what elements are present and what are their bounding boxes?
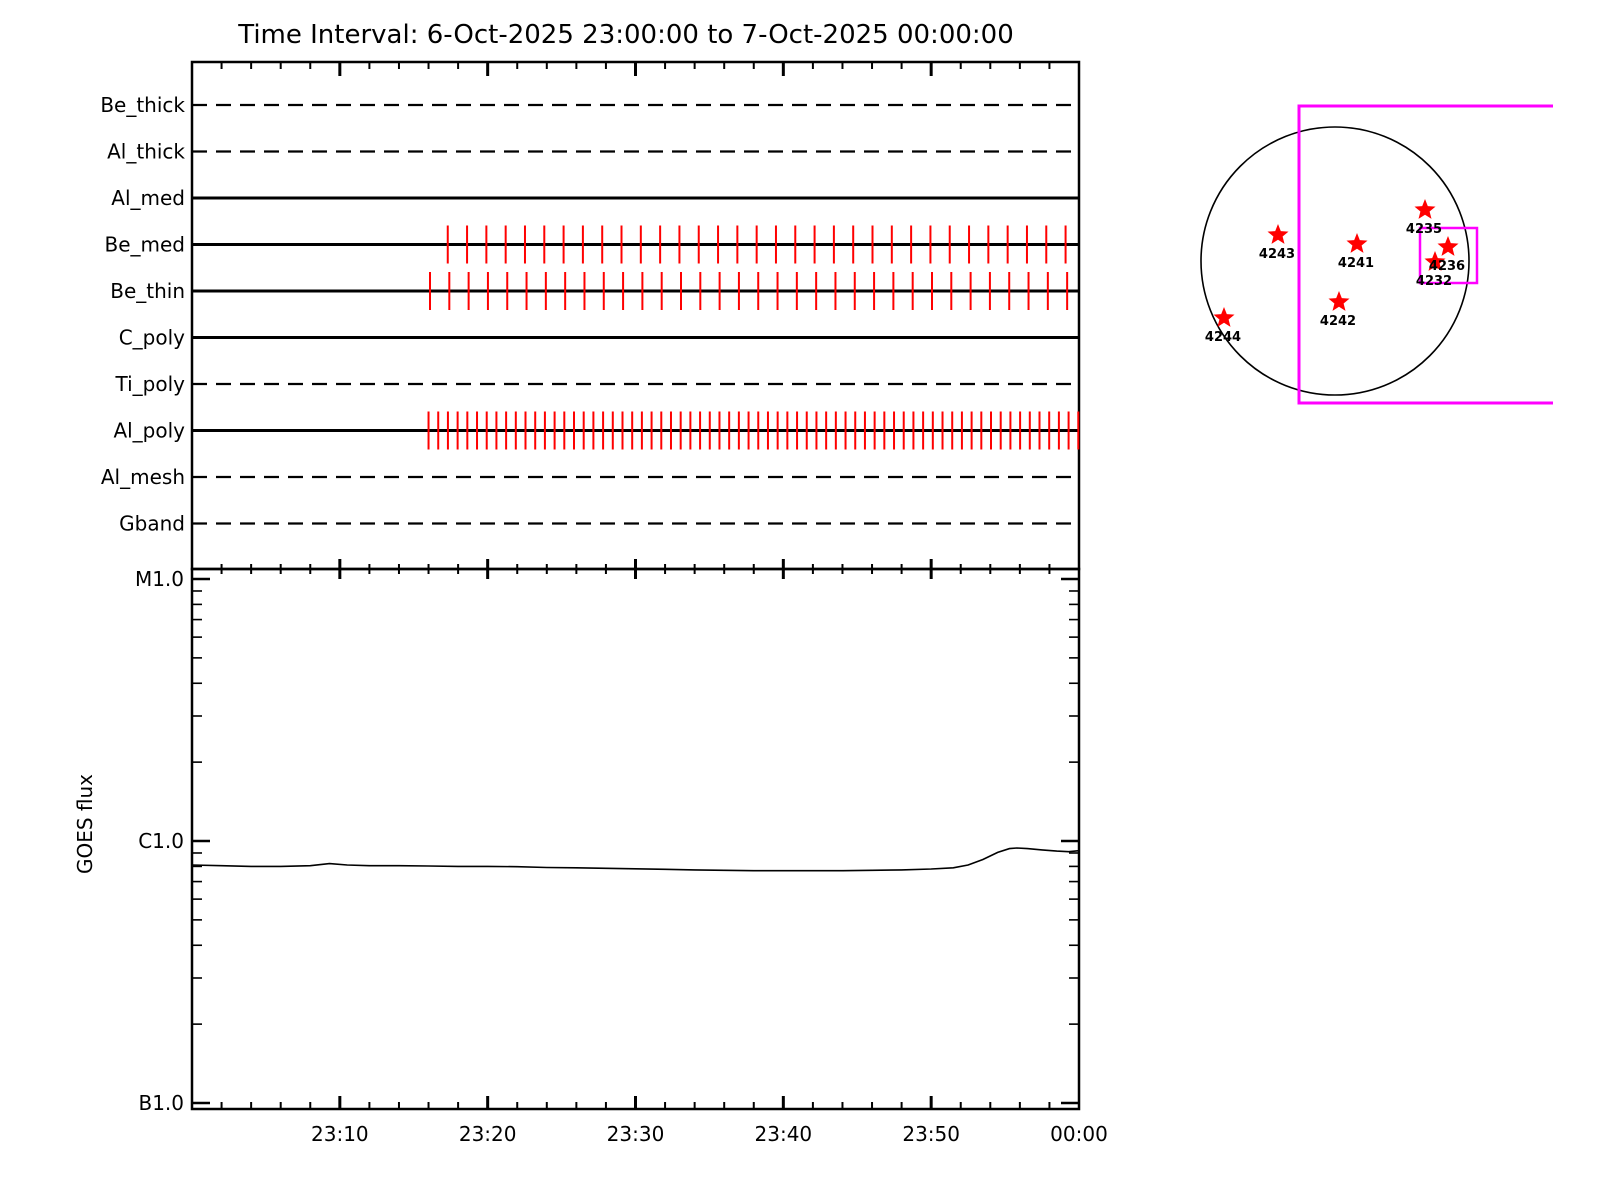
exposure-ticks-Be_med — [446, 225, 1067, 264]
goes-x-tick-label: 23:10 — [311, 1122, 369, 1146]
channel-label-Gband: Gband — [119, 512, 185, 536]
active-region-label-4243: 4243 — [1259, 247, 1295, 262]
goes-y-axis-title: GOES flux — [73, 774, 97, 874]
goes-x-tick-label: 23:40 — [755, 1122, 813, 1146]
active-region-star-4232 — [1424, 251, 1446, 271]
active-region-star-4236 — [1437, 236, 1459, 256]
goes-y-tick-label: B1.0 — [138, 1091, 184, 1115]
channel-label-Al_thick: Al_thick — [107, 140, 185, 164]
fov-box-wide-fov — [1297, 104, 1553, 405]
channel-label-Ti_poly: Ti_poly — [115, 372, 186, 396]
goes-x-tick-label: 23:20 — [459, 1122, 517, 1146]
exposure-ticks-Al_poly — [427, 411, 1080, 450]
channel-label-Be_thin: Be_thin — [110, 279, 185, 303]
active-region-star-4235 — [1414, 199, 1436, 219]
channel-label-Al_med: Al_med — [111, 186, 185, 210]
active-region-star-4244 — [1213, 307, 1235, 327]
goes-y-tick-label: C1.0 — [138, 829, 184, 853]
solar-limb-circle — [1200, 126, 1470, 396]
filter-timeline-panel: Be_thick Al_thick Al_med Be_med Be_thin C_pol… — [100, 60, 1081, 579]
channel-label-Al_mesh: Al_mesh — [101, 465, 185, 489]
active-region-star-4243 — [1267, 224, 1289, 244]
active-region-label-4241: 4241 — [1338, 256, 1374, 271]
active-region-label-4242: 4242 — [1320, 314, 1356, 329]
channel-label-Be_med: Be_med — [104, 233, 185, 257]
fov-box-target-fov — [1418, 226, 1479, 285]
plot-title: Time Interval: 6-Oct-2025 23:00:00 to 7-… — [237, 20, 1014, 50]
goes-x-tick-label: 00:00 — [1050, 1122, 1108, 1146]
active-region-label-4232: 4232 — [1416, 274, 1452, 289]
channel-label-C_poly: C_poly — [119, 326, 185, 350]
goes-flux-curve — [191, 847, 1080, 872]
active-region-star-4241 — [1346, 233, 1368, 253]
active-region-star-4242 — [1328, 291, 1350, 311]
goes-x-tick-label: 23:30 — [607, 1122, 665, 1146]
channel-label-Be_thick: Be_thick — [100, 93, 185, 117]
goes-y-tick-label: M1.0 — [135, 567, 184, 591]
active-region-label-4236: 4236 — [1429, 259, 1465, 274]
channel-label-Al_poly: Al_poly — [113, 419, 185, 443]
exposure-ticks-Be_thin — [429, 272, 1069, 310]
goes-x-tick-label: 23:50 — [902, 1122, 960, 1146]
active-region-label-4235: 4235 — [1406, 222, 1442, 237]
goes-panel-border — [190, 567, 1081, 1111]
goes-flux-panel: 23:10 23:20 23:30 23:40 23:50 00:00 M1.0 C1.0 B1… — [135, 567, 1108, 1146]
active-region-label-4244: 4244 — [1205, 330, 1241, 345]
timeline-panel-border — [190, 60, 1081, 571]
